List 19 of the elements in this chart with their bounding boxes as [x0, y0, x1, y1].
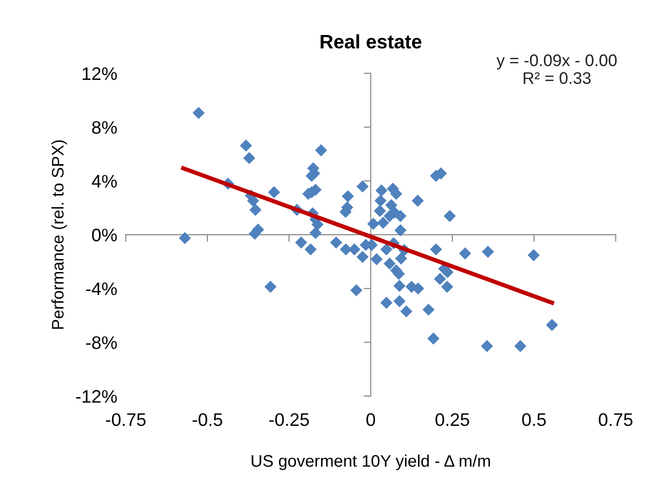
y-tick-label: -4%	[86, 282, 117, 296]
y-tick-label: 4%	[92, 174, 117, 188]
x-tick-label: -0.75	[106, 413, 146, 426]
y-tick-label: 8%	[92, 121, 117, 134]
x-tick-label: -0.5	[192, 413, 222, 426]
y-tick-label: -8%	[86, 336, 117, 350]
y-tick-label: 12%	[82, 67, 117, 80]
x-axis-title: US goverment 10Y yield - Δ m/m	[252, 454, 490, 470]
x-tick-label: 0.25	[436, 413, 470, 426]
text: y = -0.09x - 0.00	[496, 54, 617, 70]
x-tick-label: -0.25	[269, 413, 309, 426]
x-tick-label: 0.5	[522, 413, 546, 426]
y-tick-label: 0%	[92, 228, 117, 242]
x-tick-label: 0	[366, 413, 376, 426]
y-axis-title: Performance (rel. to SPX)	[51, 140, 67, 329]
y-tick-label: -12%	[76, 390, 117, 403]
chart-title: Real estate	[320, 34, 422, 49]
x-tick-label: 0.75	[598, 413, 632, 426]
annotation: R² = 0.33	[524, 72, 591, 84]
